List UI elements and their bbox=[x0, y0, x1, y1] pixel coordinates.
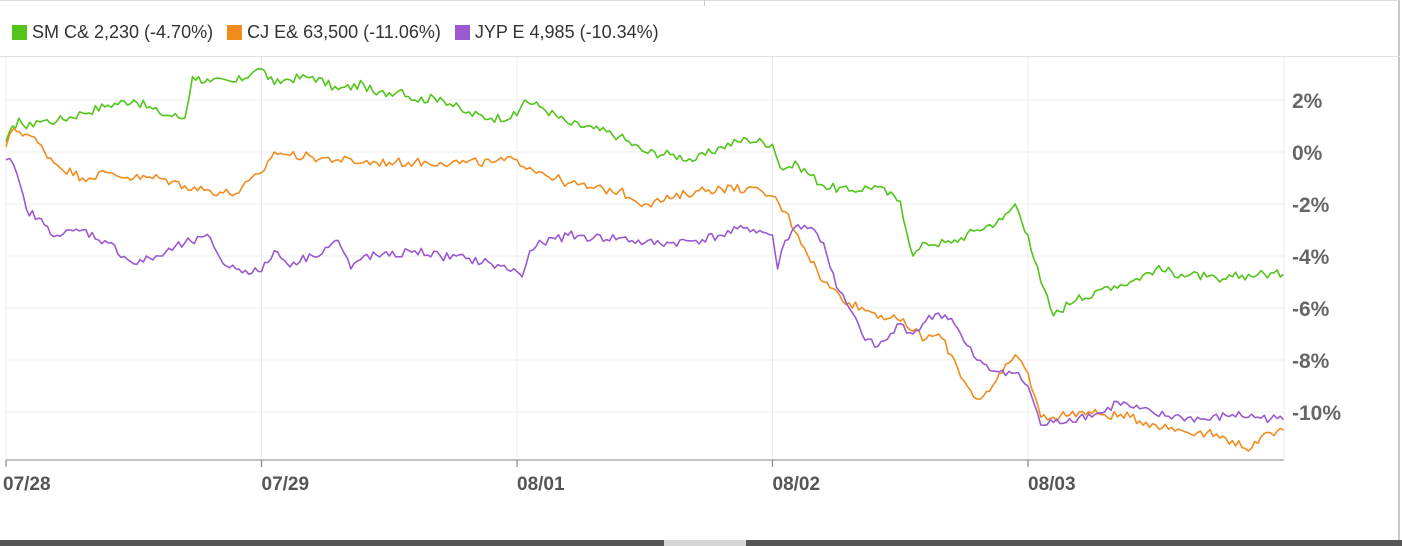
legend-swatch-sm bbox=[12, 24, 27, 40]
y-tick-label: -4% bbox=[1292, 246, 1330, 269]
y-tick-label: -10% bbox=[1292, 402, 1341, 425]
series-line-1 bbox=[5, 127, 1284, 452]
series-line-2 bbox=[5, 157, 1285, 427]
legend-item-cj[interactable]: CJ E& 63,500 (-11.06%) bbox=[227, 22, 441, 43]
legend-label-cj: CJ E& 63,500 (-11.06%) bbox=[247, 21, 441, 42]
y-tick-label: 2% bbox=[1292, 90, 1323, 113]
y-tick-label: -8% bbox=[1292, 350, 1330, 373]
x-tick-label: 08/02 bbox=[773, 474, 821, 495]
legend-item-sm[interactable]: SM C& 2,230 (-4.70%) bbox=[12, 22, 213, 43]
legend-swatch-jyp bbox=[454, 24, 470, 40]
legend-item-jyp[interactable]: JYP E 4,985 (-10.34%) bbox=[454, 21, 659, 43]
x-tick-label: 08/03 bbox=[1028, 474, 1076, 495]
chart-axes: 2% 0% -2% -4% -6% -8% -10% 07/28 07/29 08/01 08/02… bbox=[3, 57, 1341, 495]
chart-legend: SM C& 2,230 (-4.70%) CJ E& 63,500 (-11.0… bbox=[12, 19, 673, 45]
y-tick-label: 0% bbox=[1292, 142, 1323, 165]
series-line-0 bbox=[5, 68, 1285, 317]
chart-series bbox=[5, 68, 1285, 452]
y-tick-label: -2% bbox=[1292, 194, 1330, 217]
legend-label-sm: SM C& 2,230 (-4.70%) bbox=[32, 21, 214, 42]
legend-swatch-cj bbox=[227, 24, 243, 40]
grid-lines bbox=[5, 57, 1284, 460]
legend-label-jyp: JYP E 4,985 (-10.34%) bbox=[474, 21, 659, 42]
x-tick-label: 07/28 bbox=[3, 474, 51, 495]
x-tick-label: 07/29 bbox=[262, 474, 310, 495]
top-notch bbox=[704, 0, 705, 6]
legend-separator bbox=[0, 56, 1400, 57]
y-tick-label: -6% bbox=[1292, 298, 1330, 321]
x-tick-label: 08/01 bbox=[517, 474, 565, 495]
bottom-tab[interactable] bbox=[664, 540, 746, 546]
